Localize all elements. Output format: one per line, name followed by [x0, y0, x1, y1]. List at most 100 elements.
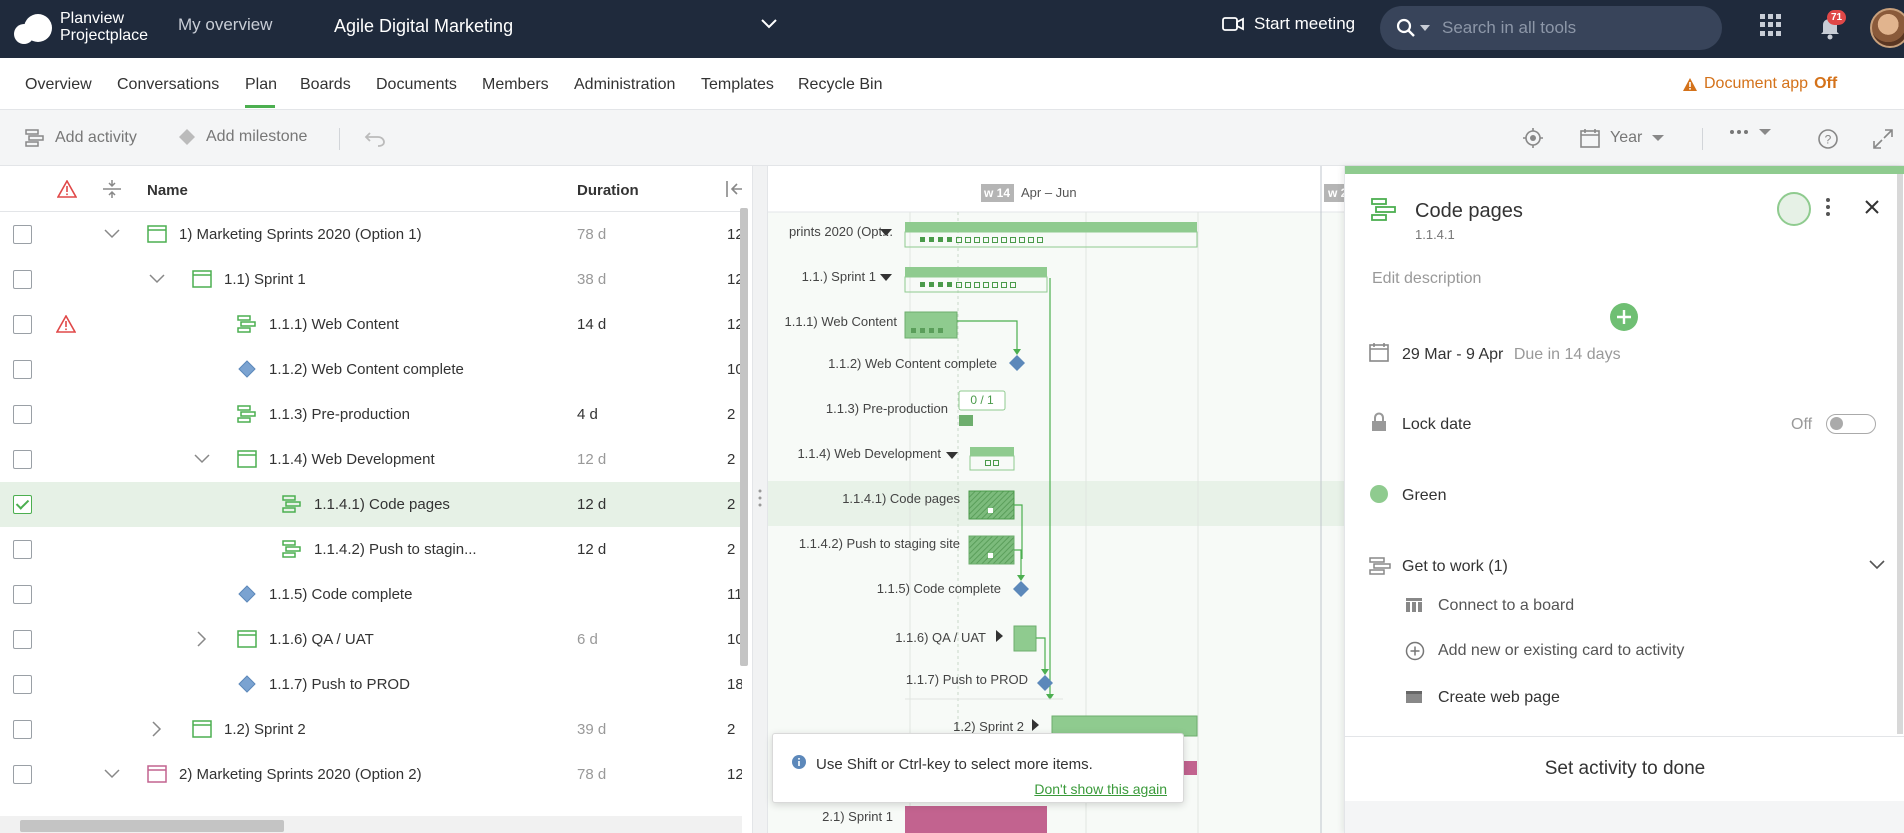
document-app-toggle[interactable]: Document app Off [1682, 75, 1837, 93]
help-icon[interactable]: ? [1817, 128, 1839, 150]
gantt-summary-bar[interactable] [905, 267, 1047, 277]
close-icon[interactable] [1865, 200, 1879, 214]
panel-scrollbar[interactable] [1897, 174, 1903, 734]
gantt-label[interactable]: 1.1.4.2) Push to staging site [799, 536, 960, 551]
row-name[interactable]: 1.2) Sprint 2 [224, 721, 306, 738]
collapse-caret-icon[interactable] [946, 452, 958, 459]
gantt-label[interactable]: 1.1.1) Web Content [785, 314, 898, 329]
add-milestone-button[interactable]: Add milestone [178, 128, 307, 146]
chevron-right-icon[interactable] [149, 721, 165, 737]
row-name[interactable]: 1.1.5) Code complete [269, 586, 413, 603]
chevron-down-icon[interactable] [149, 271, 165, 287]
table-row[interactable]: 1.1.7) Push to PROD 18 [0, 662, 742, 707]
name-column-header[interactable]: Name [147, 182, 188, 199]
gantt-milestone[interactable] [1013, 581, 1029, 597]
gantt-activity-bar[interactable] [968, 535, 1015, 565]
table-row[interactable]: 1.2) Sprint 2 39 d 2 [0, 707, 742, 752]
duration-column-header[interactable]: Duration [577, 182, 639, 199]
gantt-label[interactable]: prints 2020 (Opt... [789, 224, 893, 239]
table-row[interactable]: 2) Marketing Sprints 2020 (Option 2) 78 … [0, 752, 742, 797]
gantt-activity-bar-selected[interactable] [968, 490, 1015, 520]
create-web-page-link[interactable]: Create web page [1438, 689, 1560, 706]
row-name[interactable]: 1.1.4.2) Push to stagin... [314, 541, 477, 558]
collapse-caret-icon[interactable] [880, 274, 892, 281]
table-row[interactable]: 1) Marketing Sprints 2020 (Option 1) 78 … [0, 212, 742, 257]
apps-grid-icon[interactable] [1760, 14, 1782, 36]
caret-down-icon[interactable] [1420, 24, 1430, 32]
row-name[interactable]: 1.1.2) Web Content complete [269, 361, 464, 378]
gantt-label[interactable]: 1.1.5) Code complete [877, 581, 1001, 596]
table-row-selected[interactable]: 1.1.4.1) Code pages 12 d 2 [0, 482, 742, 527]
gantt-milestone[interactable] [1037, 675, 1053, 691]
row-checkbox[interactable] [13, 540, 32, 559]
gantt-label[interactable]: 1.1.7) Push to PROD [906, 672, 1028, 687]
row-name[interactable]: 1) Marketing Sprints 2020 (Option 1) [179, 226, 422, 243]
project-title[interactable]: Agile Digital Marketing [334, 16, 514, 36]
row-checkbox[interactable] [13, 630, 32, 649]
table-row[interactable]: 1.1) Sprint 1 38 d 12 [0, 257, 742, 302]
activity-dates[interactable]: 29 Mar - 9 Apr Due in 14 days [1402, 346, 1621, 364]
planview-logo[interactable]: Planview Projectplace [14, 10, 148, 44]
tab-administration[interactable]: Administration [574, 76, 676, 93]
tab-plan[interactable]: Plan [245, 76, 278, 93]
status-label[interactable]: Green [1402, 487, 1447, 504]
search-input[interactable] [1442, 18, 1702, 38]
table-row[interactable]: 1.1.2) Web Content complete 10 [0, 347, 742, 392]
gantt-summary-bar[interactable] [905, 806, 1047, 833]
add-icon[interactable] [1609, 302, 1639, 332]
row-checkbox[interactable] [13, 585, 32, 604]
collapse-all-icon[interactable] [102, 179, 122, 199]
locate-today-icon[interactable] [1523, 128, 1543, 148]
gantt-summary-bar[interactable] [970, 447, 1014, 456]
gantt-label[interactable]: 1.1.4.1) Code pages [842, 491, 960, 506]
tab-members[interactable]: Members [482, 76, 549, 93]
set-done-button[interactable]: Set activity to done [1345, 737, 1904, 801]
my-overview-link[interactable]: My overview [178, 15, 273, 34]
gantt-label[interactable]: 1.1.) Sprint 1 [802, 269, 876, 284]
tab-recycle-bin[interactable]: Recycle Bin [798, 76, 883, 93]
lock-date-toggle[interactable] [1826, 414, 1876, 434]
edit-description[interactable]: Edit description [1372, 270, 1482, 287]
start-meeting-button[interactable]: Start meeting [1222, 14, 1355, 34]
avatar[interactable] [1870, 8, 1904, 48]
row-name[interactable]: 1.1.4) Web Development [269, 451, 435, 468]
expand-icon[interactable] [1872, 128, 1894, 150]
more-options-button[interactable] [1729, 128, 1771, 136]
expand-caret-icon[interactable] [1032, 719, 1039, 731]
table-row[interactable]: 1.1.6) QA / UAT 6 d 10 [0, 617, 742, 662]
global-search[interactable] [1380, 6, 1722, 50]
gantt-label[interactable]: 2.1) Sprint 1 [822, 809, 893, 824]
add-activity-button[interactable]: Add activity [25, 128, 137, 148]
row-name[interactable]: 2) Marketing Sprints 2020 (Option 2) [179, 766, 422, 783]
chevron-down-icon[interactable] [1869, 559, 1885, 571]
row-name[interactable]: 1.1.1) Web Content [269, 316, 399, 333]
table-row[interactable]: 1.1.4.2) Push to stagin... 12 d 2 [0, 527, 742, 572]
tab-overview[interactable]: Overview [25, 76, 92, 93]
chevron-right-icon[interactable] [194, 631, 210, 647]
gantt-milestone[interactable] [1009, 355, 1025, 371]
row-name[interactable]: 1.1.3) Pre-production [269, 406, 410, 423]
gantt-summary-bar[interactable] [905, 222, 1197, 232]
tab-boards[interactable]: Boards [300, 76, 351, 93]
gantt-activity-bar[interactable] [959, 415, 973, 426]
gantt-activity-bar[interactable] [1013, 625, 1037, 652]
row-name[interactable]: 1.1.7) Push to PROD [269, 676, 410, 693]
connect-board-link[interactable]: Connect to a board [1438, 597, 1575, 614]
gantt-label[interactable]: 1.1.2) Web Content complete [828, 356, 997, 371]
more-vertical-icon[interactable] [1825, 196, 1831, 218]
activity-title[interactable]: Code pages [1415, 200, 1523, 222]
expand-caret-icon[interactable] [996, 630, 1003, 642]
chevron-down-icon[interactable] [758, 12, 780, 34]
row-checkbox[interactable] [13, 315, 32, 334]
tab-templates[interactable]: Templates [701, 76, 774, 93]
collapse-grid-icon[interactable] [725, 180, 742, 198]
grid-gantt-splitter[interactable] [752, 166, 768, 833]
row-name[interactable]: 1.1.4.1) Code pages [314, 496, 450, 513]
tab-conversations[interactable]: Conversations [117, 76, 220, 93]
dont-show-again-link[interactable]: Don't show this again [1034, 781, 1167, 797]
row-name[interactable]: 1.1.6) QA / UAT [269, 631, 374, 648]
row-checkbox[interactable] [13, 270, 32, 289]
row-checkbox[interactable] [13, 675, 32, 694]
chevron-down-icon[interactable] [104, 766, 120, 782]
row-checkbox[interactable] [13, 405, 32, 424]
